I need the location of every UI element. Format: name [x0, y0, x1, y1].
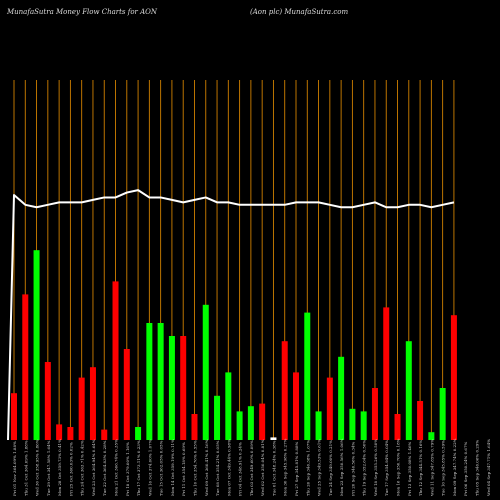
- x-tick-label: Fri 20 Sep 346.56% 0.34%: [350, 441, 355, 496]
- flow-bar: [225, 372, 232, 440]
- flow-bar: [326, 377, 333, 440]
- flow-bar: [22, 294, 29, 440]
- flow-bar: [78, 377, 85, 440]
- flow-bar: [89, 367, 96, 440]
- x-tick-label: Mon 23 Sep 350.56% 1.06%: [339, 438, 344, 496]
- flow-bar: [349, 408, 356, 440]
- price-line: [7, 189, 455, 441]
- x-tick-label: Tue 29 Oct 347.58% 1.64%: [46, 440, 51, 496]
- flow-bar: [214, 395, 221, 440]
- x-tick-label: Thu 17 Oct 373.11% 0.23%: [136, 440, 141, 496]
- x-tick-label: Wed 09 Oct 360.41% 0.16%: [204, 439, 209, 496]
- flow-bar: [259, 403, 266, 440]
- x-tick-label: Thu 31 Oct 364.09% 1.88%: [23, 440, 28, 496]
- chart-header-left: MunafaSutra Money Flow Charts for AON: [7, 8, 158, 16]
- flow-bar: [33, 250, 40, 440]
- flow-bar: [315, 411, 322, 440]
- flow-bar: [11, 393, 17, 440]
- x-tick-label: Tue 08 Oct 354.21% 0.05%: [215, 440, 220, 496]
- flow-bar: [157, 323, 164, 440]
- x-tick-label: Wed 25 Sep 349.53% 0.61%: [317, 439, 322, 496]
- flow-bar: [439, 388, 446, 440]
- flow-bar: [383, 307, 390, 440]
- x-tick-label: Mon 28 Oct 359.73% 0.41%: [57, 439, 62, 496]
- x-tick-label: Wed 23 Oct 364.94% 0.64%: [91, 439, 96, 496]
- flow-bar: [360, 411, 367, 440]
- flow-bar: [270, 437, 277, 440]
- x-tick-label: Fri 01 Nov 364.09% 1.88%: [12, 441, 17, 496]
- x-tick-label: Fri 11 Oct 354.18% 0.69%: [181, 442, 186, 496]
- x-tick-label: Fri 06 Sep 350.24% 0.67%: [463, 441, 468, 496]
- chart-header-right: (Aon plc) MunafaSutra.com: [250, 8, 349, 16]
- x-tick-label: Tue 17 Sep 354.94% 0.04%: [384, 440, 389, 496]
- x-tick-label: Thu 10 Oct 354.76% 0.55%: [192, 440, 197, 496]
- x-tick-label: Mon 07 Oct 349.44% 0.98%: [226, 439, 231, 496]
- flow-bar: [304, 312, 311, 440]
- x-tick-label: Wed 18 Sep 355.26% 0.50%: [373, 439, 378, 496]
- x-tick-label: Wed 04 Sep 347.71% 1.64%: [486, 439, 491, 496]
- x-tick-label: Thu 05 Sep 346.06% 0.29%: [474, 440, 479, 496]
- x-tick-label: Tue 22 Oct 364.83% 0.28%: [102, 440, 107, 496]
- flow-bar: [281, 341, 288, 440]
- flow-bar: [394, 414, 401, 440]
- x-tick-label: Mon 30 Sep 345.98% 0.27%: [283, 438, 288, 496]
- flow-bar: [191, 414, 198, 440]
- x-tick-label: Mon 21 Oct 366.74% 0.35%: [114, 439, 119, 496]
- x-tick-label: Wed 16 Oct 374.00% 1.07%: [147, 439, 152, 496]
- x-tick-label: Wed 02 Oct 350.04% 0.81%: [260, 439, 265, 496]
- x-tick-label: Thu 03 Oct 349.60% 0.09%: [249, 440, 254, 496]
- flow-bar: [135, 427, 142, 440]
- flow-bar: [338, 356, 345, 440]
- x-tick-label: Mon 16 Sep 350.70% 0.18%: [396, 438, 401, 496]
- flow-bar: [67, 427, 74, 440]
- x-tick-label: Tue 10 Sep 345.85% 0.59%: [441, 440, 446, 496]
- flow-bar: [293, 372, 299, 440]
- x-tick-label: Mon 09 Sep 347.74% 0.22%: [452, 438, 457, 496]
- x-tick-label: Wed 11 Sep 347.85% 0.79%: [429, 439, 434, 496]
- flow-bar: [417, 401, 424, 440]
- x-tick-label: Fri 25 Oct 360.03% 0.02%: [68, 442, 73, 496]
- x-tick-label: Fri 27 Sep 345.81% 0.88%: [294, 441, 299, 496]
- flow-bar: [202, 304, 209, 440]
- flow-bar: [405, 341, 412, 440]
- x-tick-label: Fri 18 Oct 379.00% 1.16%: [125, 442, 130, 496]
- x-tick-label: Thu 24 Oct 363.71% 0.42%: [80, 440, 85, 496]
- flow-bar: [236, 411, 243, 440]
- flow-bar: [123, 349, 130, 440]
- x-tick-label: Tue 15 Oct 362.05% 0.05%: [159, 440, 164, 496]
- x-axis-labels: Fri 01 Nov 364.09% 1.88% Thu 31 Oct 364.0…: [12, 438, 491, 496]
- flow-bar: [101, 429, 108, 440]
- flow-bar: [56, 424, 63, 440]
- x-tick-label: Mon 14 Oct 359.19% 0.11%: [170, 439, 175, 496]
- x-tick-label: Tue 01 Oct 348.24% 0.38%: [271, 440, 276, 496]
- x-tick-label: Thu 12 Sep 344.51% 0.16%: [418, 440, 423, 496]
- flow-bar: [44, 362, 51, 440]
- x-tick-label: Fri 13 Sep 350.08% 1.46%: [407, 441, 412, 496]
- money-flow-bars: [11, 250, 457, 440]
- x-tick-label: Thu 19 Sep 352.64% 0.50%: [362, 440, 367, 496]
- flow-bar: [371, 388, 378, 440]
- price-line-layer: [7, 189, 455, 441]
- flow-bar: [168, 336, 175, 440]
- flow-bar: [112, 281, 119, 440]
- flow-bar: [180, 336, 187, 440]
- x-tick-label: Fri 04 Oct 348.91% 0.24%: [238, 442, 243, 496]
- flow-bar: [450, 315, 457, 440]
- x-tick-label: Wed 30 Oct 358.95% 0.86%: [35, 439, 40, 496]
- flow-bar: [247, 406, 254, 440]
- x-tick-label: Tue 24 Sep 349.00% 0.21%: [328, 440, 333, 496]
- x-tick-label: Thu 26 Sep 346.38% 1.67%: [305, 440, 310, 496]
- flow-bar: [146, 323, 153, 440]
- flow-bar: [428, 432, 435, 440]
